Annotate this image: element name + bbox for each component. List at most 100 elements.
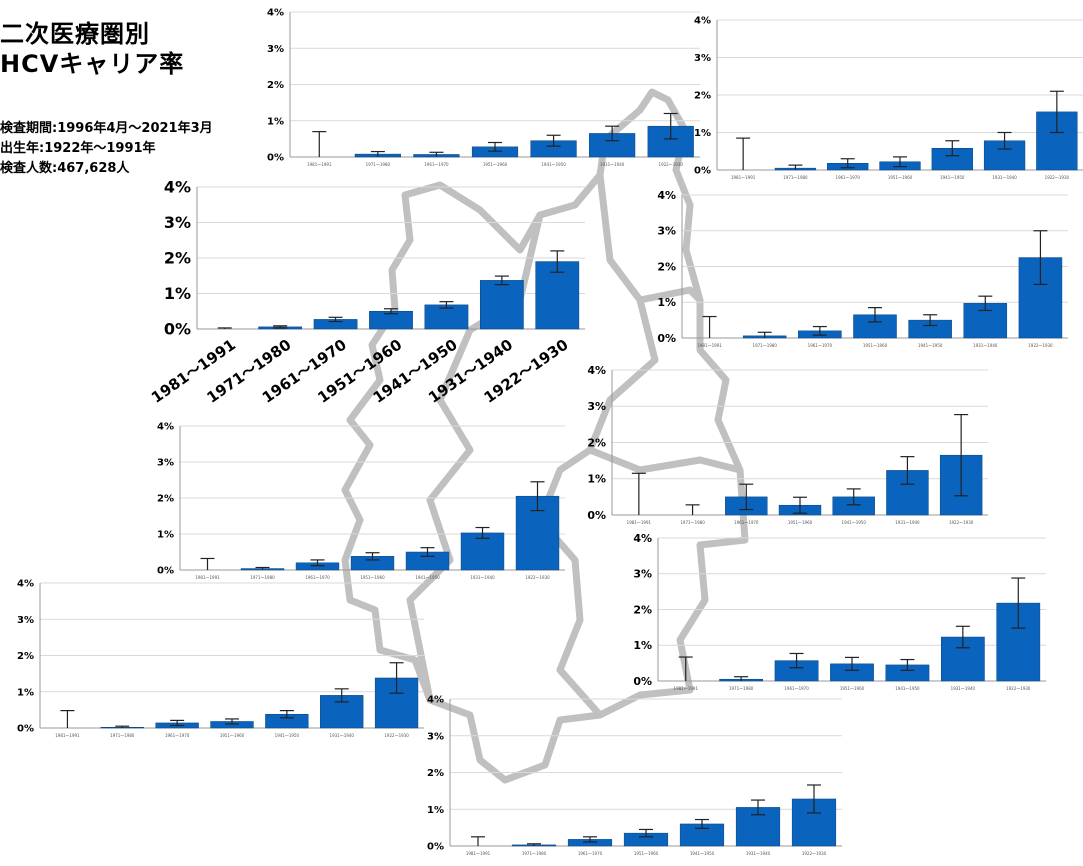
error-bar <box>255 566 270 570</box>
y-tick-label: 0% <box>157 566 174 577</box>
y-tick-label: 1% <box>427 805 444 816</box>
x-category-label: 1961～1970 <box>836 175 861 180</box>
x-category-label: 1922～1930 <box>659 162 684 167</box>
error-bar <box>900 658 915 671</box>
x-category-label: 1941～1950 <box>541 162 566 167</box>
y-tick-label: 2% <box>17 651 34 662</box>
bar <box>424 304 469 330</box>
bar-chart-6: 0% 1% 2% 3% 4% 1981～1991 1971～1980 1961～1970 195… <box>157 422 565 580</box>
y-tick-label: 4% <box>17 579 34 590</box>
x-category-label: 1941～1950 <box>690 851 715 856</box>
y-tick-label: 3% <box>694 53 711 64</box>
x-category-label: 1951～1960 <box>634 851 659 856</box>
bar-chart-8: 0% 1% 2% 3% 4% 1981～1991 1971～1980 1961～1970 195… <box>17 579 424 738</box>
bar-chart-7: 0% 1% 2% 3% 4% 1981～1991 1971～1980 1961～1970 195… <box>633 532 1046 691</box>
x-category-label: 1941～1950 <box>275 733 300 738</box>
x-category-label: 1931～1940 <box>470 575 495 580</box>
error-bar <box>788 164 803 170</box>
x-category-label: 1961～1970 <box>808 343 833 348</box>
x-category-label: 1961～1970 <box>305 575 330 580</box>
error-bar <box>840 158 855 169</box>
error-bar <box>115 725 130 728</box>
error-bar <box>631 472 646 515</box>
x-category-label: 1981～1991 <box>731 175 756 180</box>
bar <box>460 532 505 571</box>
y-tick-label: 4% <box>267 8 284 19</box>
error-bar <box>429 151 444 157</box>
error-bar <box>200 557 215 570</box>
bar-chart-1: 0% 1% 2% 3% 4% 1981～1991 1971～1980 1961～1970 195… <box>267 8 700 167</box>
x-category-label: 1981～1991 <box>627 520 652 525</box>
x-category-label: 1941～1950 <box>895 686 920 691</box>
x-category-label: 1922～1930 <box>384 733 409 738</box>
error-bar <box>494 275 509 286</box>
error-bar <box>812 325 827 336</box>
x-category-label: 1961～1970 <box>784 686 809 691</box>
x-category-label: 1922～1930 <box>949 520 974 525</box>
error-bar <box>923 314 938 327</box>
y-tick-label: 0% <box>17 724 34 735</box>
y-tick-label: 4% <box>633 532 652 545</box>
y-tick-label: 1% <box>267 116 284 127</box>
error-bar <box>955 625 970 649</box>
x-category-label: 1971～1980 <box>522 851 547 856</box>
x-category-label: 1981～1991 <box>674 686 699 691</box>
y-tick-label: 2% <box>427 768 444 779</box>
error-bar <box>678 656 693 681</box>
y-tick-label: 0% <box>657 332 676 345</box>
bar-chart-9: 0% 1% 2% 3% 4% 1981～1991 1971～1980 1961～1970 195… <box>427 695 842 856</box>
page-title: 二次医療圏別 <box>0 20 150 48</box>
error-bar <box>217 327 232 329</box>
error-bar <box>488 141 502 152</box>
x-category-label: 1941～1950 <box>415 575 440 580</box>
x-category-label: 1981～1991 <box>55 733 80 738</box>
error-bar <box>389 662 404 694</box>
error-bar <box>370 150 385 157</box>
error-bar <box>757 331 772 338</box>
x-category-label: 1961～1970 <box>424 162 449 167</box>
error-bar <box>546 134 561 147</box>
y-tick-label: 4% <box>427 695 444 706</box>
error-bar <box>1049 90 1064 134</box>
error-bar <box>846 488 861 506</box>
x-category-label: 1931～1940 <box>895 520 920 525</box>
error-bar <box>170 719 185 727</box>
x-category-label: 1922～1930 <box>1006 686 1031 691</box>
x-category-label: 1961～1970 <box>165 733 190 738</box>
y-tick-label: 4% <box>587 364 606 377</box>
x-category-label: 1971～1980 <box>250 575 275 580</box>
x-category-label: 1941～1950 <box>918 343 943 348</box>
bar-chart-3: 0%1%2%3%4%1981～19911971～19801961～1970195… <box>148 178 585 407</box>
error-bar <box>900 456 915 485</box>
y-tick-label: 3% <box>633 568 652 581</box>
bar-chart-4: 0% 1% 2% 3% 4% 1981～1991 1971～1980 1961～1970 195… <box>657 189 1068 348</box>
y-tick-label: 4% <box>694 16 711 27</box>
error-bar <box>978 295 993 312</box>
error-bar <box>695 818 709 829</box>
error-bar <box>685 504 700 515</box>
x-category-label: 1931～1940 <box>600 162 625 167</box>
x-category-label: 1971～1980 <box>753 343 778 348</box>
x-category-label: 1941～1950 <box>842 520 867 525</box>
error-bar <box>734 676 749 681</box>
info-birth-year: 出生年:1922年～1991年 <box>0 141 156 156</box>
y-tick-label: 2% <box>164 249 191 268</box>
x-category-label: 1951～1960 <box>220 733 245 738</box>
error-bar <box>527 843 541 846</box>
y-tick-label: 0% <box>633 675 652 688</box>
y-tick-label: 0% <box>587 509 606 522</box>
x-category-label: 1922～1930 <box>802 851 827 856</box>
error-bar <box>328 316 343 323</box>
x-category-label: 1951～1960 <box>863 343 888 348</box>
error-bar <box>893 156 907 168</box>
x-category-label: 1951～1960 <box>888 175 913 180</box>
x-category-label: 1971～1980 <box>680 520 705 525</box>
error-bar <box>273 325 288 329</box>
error-bar <box>439 301 454 309</box>
x-category-label: 1931～1940 <box>973 343 998 348</box>
error-bar <box>605 125 620 142</box>
y-tick-label: 3% <box>587 400 606 413</box>
y-tick-label: 2% <box>694 91 711 102</box>
x-category-label: 1941～1950 <box>940 175 965 180</box>
y-tick-label: 0% <box>694 166 711 177</box>
